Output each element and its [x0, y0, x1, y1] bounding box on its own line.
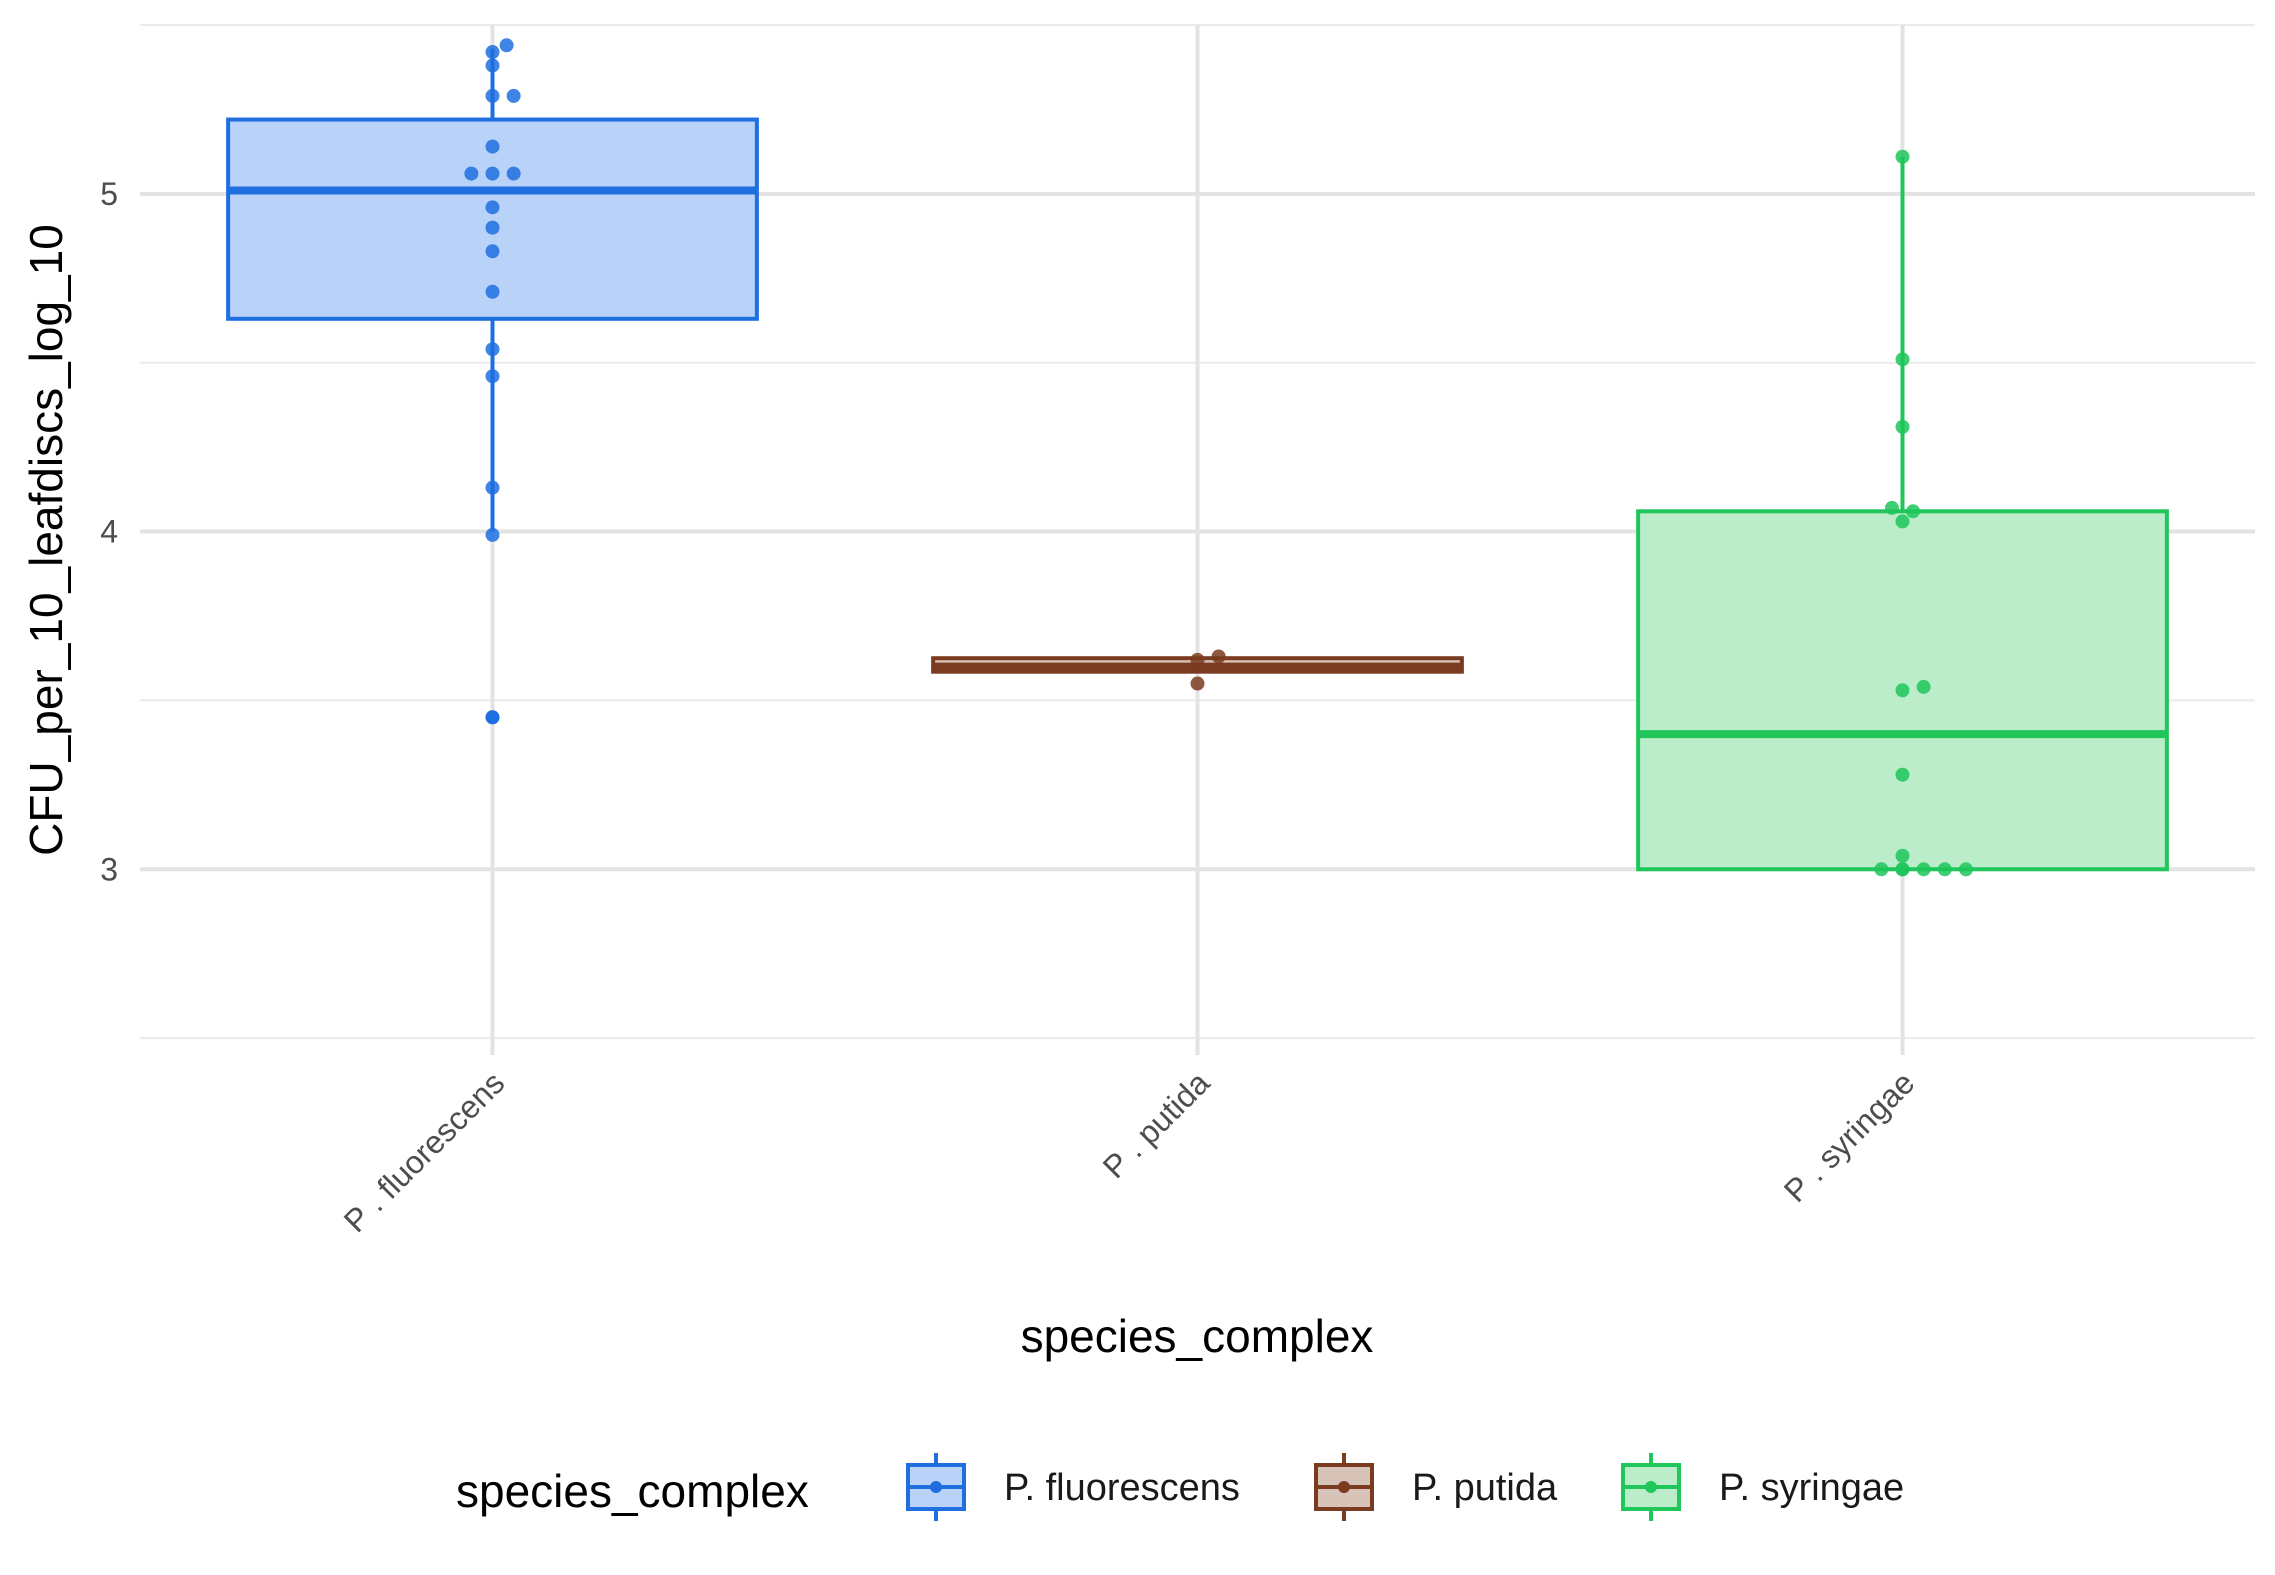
x-axis-title: species_complex: [1021, 1310, 1374, 1362]
legend-item-2: P. syringae: [1621, 1453, 1904, 1521]
data-point: [1211, 649, 1226, 664]
data-point: [506, 166, 521, 181]
data-point: [1895, 419, 1910, 434]
data-point: [1874, 862, 1889, 877]
data-point: [506, 88, 521, 103]
data-point: [1895, 352, 1910, 367]
legend-label: P. syringae: [1719, 1467, 1904, 1509]
data-point: [1916, 862, 1931, 877]
y-tick-label: 4: [100, 514, 118, 550]
x-tick-label: P . syringae: [1777, 1064, 1922, 1209]
data-point: [485, 220, 500, 235]
x-tick-labels: P . fluorescens P . putida P . syringae: [337, 1064, 1922, 1239]
data-point: [485, 342, 500, 357]
legend-keys: P. fluorescens P. putida P. syringae: [906, 1453, 1904, 1521]
data-point: [1190, 652, 1205, 667]
data-point: [1884, 500, 1899, 515]
legend-label: P. putida: [1412, 1467, 1558, 1509]
y-tick-label: 3: [100, 851, 118, 887]
data-point: [485, 166, 500, 181]
legend-label: P. fluorescens: [1004, 1467, 1240, 1509]
data-point: [1916, 679, 1931, 694]
x-tick-label: P . putida: [1096, 1064, 1217, 1185]
data-point: [485, 244, 500, 259]
legend-item-1: P. putida: [1314, 1453, 1558, 1521]
data-point: [499, 38, 514, 53]
data-point: [485, 58, 500, 73]
data-point: [485, 480, 500, 495]
data-point: [485, 527, 500, 542]
x-tick-label: P . fluorescens: [337, 1064, 512, 1239]
data-point: [485, 200, 500, 215]
legend-key-point: [1338, 1481, 1350, 1493]
data-point: [1190, 676, 1205, 691]
data-point: [485, 710, 500, 725]
legend-item-0: P. fluorescens: [906, 1453, 1240, 1521]
legend-key-point: [930, 1481, 942, 1493]
data-point: [1895, 683, 1910, 698]
legend-title: species_complex: [456, 1465, 809, 1517]
data-point: [1958, 862, 1973, 877]
y-axis-title: CFU_per_10_leafdiscs_log_10: [20, 224, 72, 856]
y-tick-labels: 3 4 5: [100, 176, 118, 887]
box-2: [1636, 156, 2169, 872]
data-point: [1895, 514, 1910, 529]
data-point: [485, 45, 500, 60]
y-tick-label: 5: [100, 176, 118, 212]
data-point: [1937, 862, 1952, 877]
data-point: [1895, 862, 1910, 877]
points-layer: [464, 38, 1973, 877]
data-point: [1895, 767, 1910, 782]
data-point: [485, 369, 500, 384]
data-point: [464, 166, 479, 181]
legend: species_complex P. fluorescens P. putida P…: [456, 1453, 1904, 1521]
data-point: [1895, 848, 1910, 863]
data-point: [485, 88, 500, 103]
data-point: [485, 284, 500, 299]
data-point: [1906, 504, 1921, 519]
data-point: [485, 139, 500, 154]
data-point: [1895, 149, 1910, 164]
legend-key-point: [1645, 1481, 1657, 1493]
